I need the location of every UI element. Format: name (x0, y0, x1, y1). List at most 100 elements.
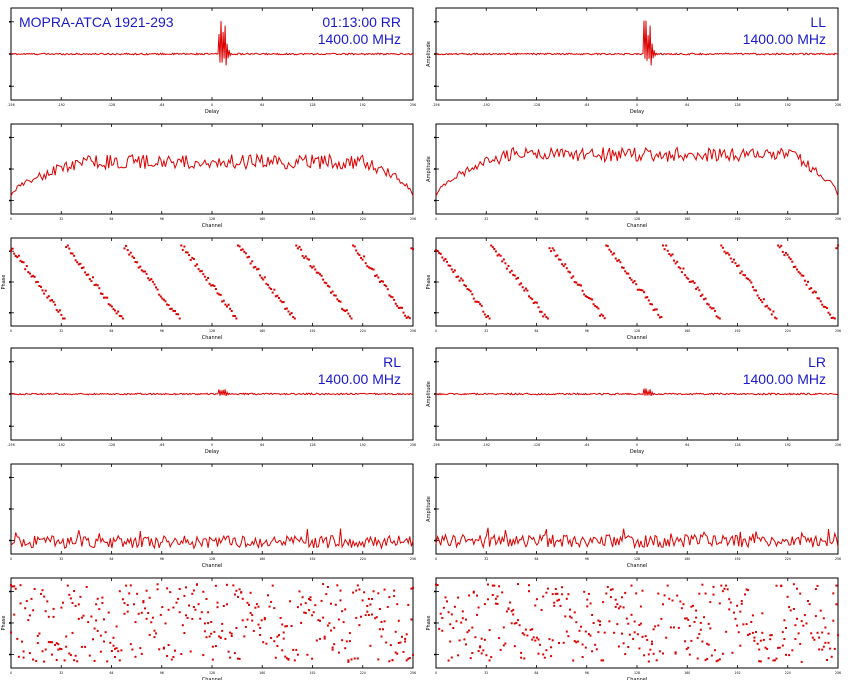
x-tick-label: 96 (160, 329, 164, 333)
phase-point (304, 602, 307, 605)
phase-point (676, 260, 679, 263)
phase-point (224, 637, 227, 640)
phase-point (126, 604, 129, 606)
phase-point (767, 657, 770, 660)
phase-point (33, 275, 36, 278)
phase-point (701, 583, 704, 586)
phase-point (255, 603, 258, 606)
phase-point (450, 656, 453, 659)
phase-point (518, 624, 521, 627)
phase-point (761, 631, 764, 634)
phase-point (371, 598, 373, 600)
x-tick-label: 128 (209, 671, 215, 675)
phase-point (822, 645, 825, 648)
phase-point (355, 616, 358, 619)
phase-point (517, 583, 519, 586)
phase-point (818, 636, 821, 639)
phase-point (468, 288, 471, 291)
phase-point (144, 607, 146, 610)
phase-point (652, 309, 655, 312)
phase-point (545, 316, 548, 318)
phase-point (627, 622, 630, 625)
phase-point (449, 640, 452, 643)
phase-point (210, 632, 213, 635)
phase-point (325, 593, 328, 596)
phase-point (800, 620, 803, 623)
phase-point (608, 248, 611, 251)
phase-point (718, 602, 721, 605)
phase-point (551, 247, 554, 250)
phase-point (540, 609, 543, 611)
phase-point (703, 616, 705, 619)
phase-point (166, 655, 169, 657)
phase-point (690, 639, 693, 642)
phase-point (374, 617, 377, 620)
phase-point (76, 261, 79, 264)
phase-point (194, 608, 197, 611)
phase-point (337, 651, 340, 654)
x-tick-label: 192 (734, 557, 740, 561)
phase-point (710, 654, 713, 657)
phase-point (87, 621, 90, 624)
x-axis-label: Delay (205, 109, 219, 115)
phase-point (468, 594, 471, 597)
phase-point (107, 303, 110, 306)
phase-point (633, 280, 636, 283)
phase-point (684, 274, 687, 277)
phase-point (704, 659, 707, 662)
phase-point (358, 624, 361, 627)
phase-point (781, 631, 784, 634)
phase-point (153, 283, 156, 286)
phase-point (808, 603, 811, 606)
x-tick-label: 128 (634, 217, 640, 221)
x-tick-label: 160 (259, 217, 265, 221)
phase-point (51, 641, 53, 644)
phase-point (32, 274, 35, 277)
phase-point (308, 258, 310, 261)
phase-point (534, 301, 537, 304)
phase-point (328, 285, 331, 288)
phase-point (649, 303, 652, 305)
x-tick-label: 160 (684, 329, 690, 333)
phase-point (273, 640, 276, 643)
x-tick-label: 96 (585, 217, 589, 221)
phase-point (674, 652, 677, 655)
phase-point (736, 604, 739, 607)
phase-point (442, 606, 445, 609)
phase-point (170, 658, 173, 661)
phase-point (830, 655, 833, 658)
phase-point (125, 244, 128, 247)
phase-point (458, 279, 461, 282)
phase-point (701, 293, 704, 296)
phase-point (572, 275, 575, 278)
phase-point (123, 247, 126, 250)
phase-point (82, 266, 85, 269)
phase-point (153, 636, 156, 639)
phase-point (452, 627, 455, 629)
phase-point (73, 659, 76, 662)
series-line (435, 146, 839, 197)
phase-point (665, 244, 668, 247)
phase-point (622, 606, 625, 609)
phase-point (63, 659, 66, 662)
phase-point (281, 623, 284, 626)
phase-point (263, 616, 266, 619)
phase-point (570, 616, 573, 619)
x-tick-label: -192 (483, 103, 490, 107)
phase-point (573, 611, 576, 614)
phase-point (227, 303, 230, 306)
phase-point (214, 288, 217, 290)
phase-point (688, 653, 691, 656)
phase-point (558, 598, 560, 601)
phase-point (814, 588, 817, 591)
phase-point (410, 247, 413, 250)
phase-point (733, 611, 735, 614)
phase-point (447, 611, 450, 614)
phase-point (551, 639, 554, 642)
phase-point (251, 614, 254, 617)
phase-point (183, 245, 186, 248)
phase-point (407, 603, 410, 606)
phase-point (739, 272, 742, 275)
series-line (10, 528, 414, 550)
phase-point (14, 587, 17, 590)
